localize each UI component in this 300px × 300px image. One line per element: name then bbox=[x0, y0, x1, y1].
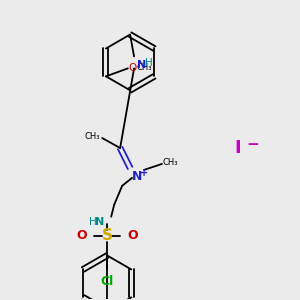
Text: O: O bbox=[129, 63, 137, 74]
Text: CH₃: CH₃ bbox=[137, 63, 152, 72]
Text: O: O bbox=[127, 229, 138, 242]
Text: H: H bbox=[145, 58, 153, 68]
Text: N: N bbox=[137, 60, 146, 70]
Text: O: O bbox=[77, 229, 87, 242]
Text: H: H bbox=[89, 217, 97, 227]
Text: CH₃: CH₃ bbox=[85, 132, 100, 141]
Text: N: N bbox=[95, 217, 104, 227]
Text: Cl: Cl bbox=[100, 275, 114, 288]
Text: +: + bbox=[140, 168, 148, 178]
Text: −: − bbox=[247, 136, 259, 152]
Text: S: S bbox=[102, 228, 113, 243]
Text: CH₃: CH₃ bbox=[163, 158, 178, 167]
Text: N: N bbox=[132, 170, 142, 183]
Text: I: I bbox=[235, 139, 241, 157]
